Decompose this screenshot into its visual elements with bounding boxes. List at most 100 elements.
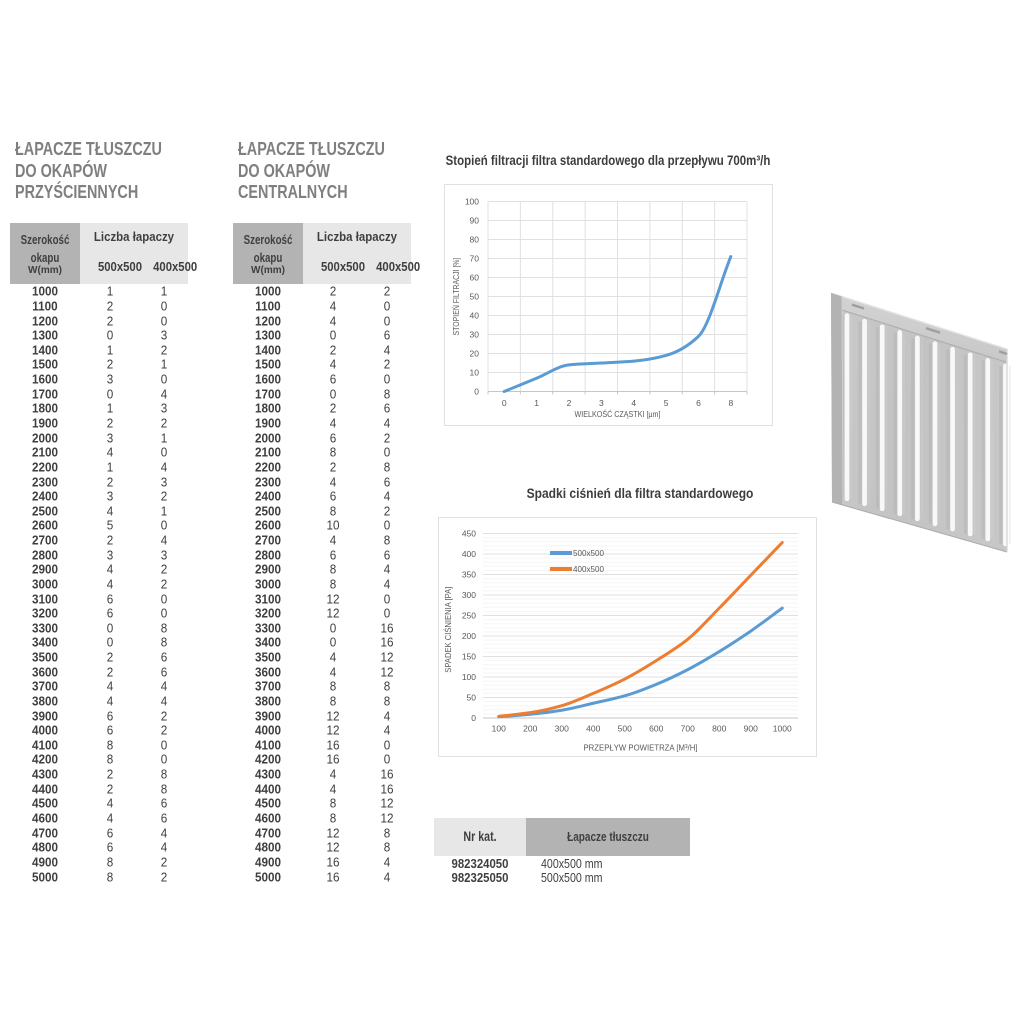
table-row: 2300 4 6 <box>233 474 411 489</box>
hood-width-cell: 3500 <box>31 649 59 665</box>
count-500x500-cell: 0 <box>329 386 337 402</box>
col-400x500-header: 400x500 <box>153 259 198 274</box>
table-row: 3100 6 0 <box>10 591 188 606</box>
table-row: 2400 6 4 <box>233 489 411 504</box>
hood-width-cell: 3500 <box>254 649 282 665</box>
count-500x500-cell: 4 <box>106 576 114 592</box>
catalog-row: 982325050 500x500 mm <box>434 871 690 885</box>
count-400x500-cell: 0 <box>383 737 391 753</box>
col-400x500-header: 400x500 <box>376 259 421 274</box>
hood-width-cell: 4600 <box>254 810 282 826</box>
count-400x500-cell: 12 <box>380 795 394 811</box>
central-hoods-title-line3: CENTRALNYCH <box>238 182 348 202</box>
svg-text:SPADEK CIŚNIENIA [PA]: SPADEK CIŚNIENIA [PA] <box>442 587 453 673</box>
table-row: 3600 2 6 <box>10 664 188 679</box>
count-400x500-cell: 3 <box>160 400 168 416</box>
hood-width-cell: 1400 <box>254 342 282 358</box>
table-row: 5000 16 4 <box>233 869 411 884</box>
count-400x500-cell: 0 <box>383 298 391 314</box>
count-500x500-cell: 4 <box>106 795 114 811</box>
count-400x500-cell: 4 <box>160 678 168 694</box>
width-header-line1: Szerokość <box>20 232 70 247</box>
count-400x500-cell: 6 <box>383 400 391 416</box>
table-row: 3400 0 8 <box>10 635 188 650</box>
count-400x500-cell: 8 <box>160 766 168 782</box>
table-row: 2600 10 0 <box>233 518 411 533</box>
hood-width-cell: 4200 <box>31 751 59 767</box>
hood-width-cell: 1100 <box>32 298 58 314</box>
svg-text:30: 30 <box>470 330 480 340</box>
hood-width-cell: 4300 <box>254 766 282 782</box>
count-500x500-cell: 4 <box>106 810 114 826</box>
count-400x500-cell: 4 <box>160 386 168 402</box>
table-row: 4500 4 6 <box>10 796 188 811</box>
filtration-chart-title: Stopień filtracji filtra standardowego d… <box>445 151 771 168</box>
catalog-number-header: Nr kat. <box>434 818 526 856</box>
catalog-number: 982324050 <box>451 857 509 872</box>
svg-text:1000: 1000 <box>773 724 792 734</box>
table-row: 4400 4 16 <box>233 781 411 796</box>
count-400x500-cell: 8 <box>383 825 391 841</box>
hood-width-cell: 2900 <box>31 561 59 577</box>
table-row: 3200 6 0 <box>10 606 188 621</box>
count-500x500-cell: 12 <box>326 825 340 841</box>
count-500x500-cell: 8 <box>329 576 337 592</box>
count-500x500-cell: 4 <box>329 532 337 548</box>
hood-width-cell: 3400 <box>254 634 282 650</box>
table-row: 2800 3 3 <box>10 547 188 562</box>
table-row: 2400 3 2 <box>10 489 188 504</box>
table-row: 3700 4 4 <box>10 679 188 694</box>
count-400x500-cell: 2 <box>160 488 168 504</box>
count-400x500-cell: 4 <box>160 693 168 709</box>
table-row: 4600 8 12 <box>233 811 411 826</box>
count-400x500-cell: 8 <box>383 386 391 402</box>
count-400x500-cell: 0 <box>160 591 168 607</box>
count-500x500-cell: 12 <box>326 839 340 855</box>
count-400x500-cell: 0 <box>160 605 168 621</box>
hood-width-cell: 2400 <box>254 488 282 504</box>
count-400x500-cell: 0 <box>160 517 168 533</box>
count-500x500-cell: 2 <box>106 298 114 314</box>
svg-text:150: 150 <box>462 652 476 662</box>
count-400x500-cell: 6 <box>160 810 168 826</box>
hood-width-cell: 1900 <box>31 415 59 431</box>
count-header-cell <box>303 223 411 284</box>
count-500x500-cell: 4 <box>329 415 337 431</box>
count-500x500-cell: 2 <box>106 649 114 665</box>
count-400x500-cell: 4 <box>383 722 391 738</box>
hood-width-cell: 2100 <box>254 444 282 460</box>
filter-left-flange <box>831 293 843 505</box>
count-400x500-cell: 4 <box>383 561 391 577</box>
count-500x500-cell: 1 <box>106 459 114 475</box>
hood-width-cell: 3300 <box>31 620 59 636</box>
count-500x500-cell: 8 <box>329 693 337 709</box>
table-row: 1100 4 0 <box>233 299 411 314</box>
hood-width-cell: 4200 <box>254 751 282 767</box>
hood-width-cell: 3800 <box>254 693 282 709</box>
hood-width-cell: 2600 <box>31 517 59 533</box>
count-400x500-cell: 8 <box>383 532 391 548</box>
svg-text:40: 40 <box>470 311 480 321</box>
count-400x500-cell: 8 <box>383 459 391 475</box>
count-400x500-cell: 0 <box>160 313 168 329</box>
width-header-cell <box>10 223 80 284</box>
count-400x500-cell: 0 <box>383 517 391 533</box>
hood-width-cell: 1600 <box>31 371 59 387</box>
hood-width-cell: 4100 <box>31 737 59 753</box>
wall-hoods-title-line3: PRZYŚCIENNYCH <box>15 182 139 202</box>
svg-text:STOPIEŃ FILTRACJI [%]: STOPIEŃ FILTRACJI [%] <box>451 258 461 336</box>
count-500x500-cell: 1 <box>106 283 114 299</box>
hood-width-cell: 5000 <box>254 869 282 884</box>
count-500x500-cell: 4 <box>329 298 337 314</box>
count-500x500-cell: 8 <box>329 678 337 694</box>
count-500x500-cell: 2 <box>329 283 337 299</box>
central-hoods-title-line1: ŁAPACZE TŁUSZCZU <box>238 139 385 159</box>
count-500x500-cell: 2 <box>106 781 114 797</box>
svg-text:300: 300 <box>555 724 569 734</box>
count-500x500-cell: 6 <box>106 605 114 621</box>
filter-body <box>830 292 1011 553</box>
width-header-line2: okapu <box>253 250 283 265</box>
svg-text:100: 100 <box>465 197 479 207</box>
table-row: 2800 6 6 <box>233 547 411 562</box>
count-group-header: Liczba łapaczy <box>316 229 398 244</box>
